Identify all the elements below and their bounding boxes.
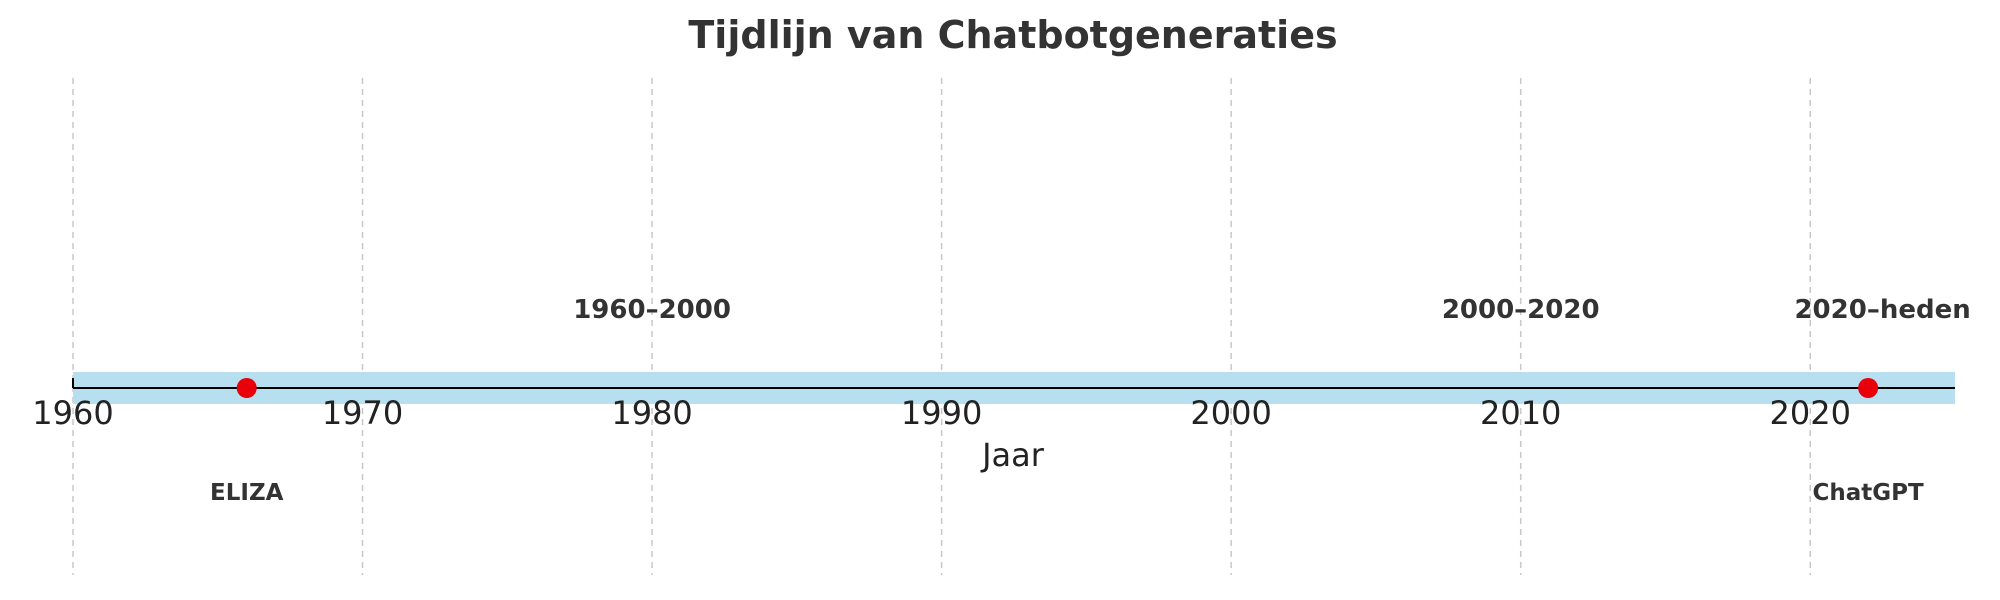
event-label-eliza: ELIZA [210,480,284,506]
x-tick-label-2020: 2020 [1770,394,1851,432]
x-axis-label: Jaar [980,436,1045,474]
event-label-chatgpt: ChatGPT [1813,480,1925,506]
chart-title: Tijdlijn van Chatbotgeneraties [688,13,1337,57]
era-label-0: 1960–2000 [573,295,731,325]
x-tick-labels: 1960 1970 1980 1990 2000 2010 2020 [32,394,1851,432]
x-tick-label-1990: 1990 [901,394,982,432]
era-labels: 1960–2000 2000–2020 2020–heden [573,295,1971,325]
x-tick-label-2010: 2010 [1480,394,1561,432]
era-label-1: 2000–2020 [1442,295,1600,325]
x-tick-label-1980: 1980 [611,394,692,432]
x-tick-label-2000: 2000 [1190,394,1271,432]
x-tick-label-1960: 1960 [32,394,113,432]
grid-lines [72,78,1811,575]
era-label-2: 2020–heden [1794,295,1970,325]
event-dot-chatgpt [1858,378,1879,398]
x-tick-label-1970: 1970 [322,394,403,432]
event-markers: ELIZA ChatGPT [210,378,1924,506]
event-dot-eliza [236,378,257,398]
